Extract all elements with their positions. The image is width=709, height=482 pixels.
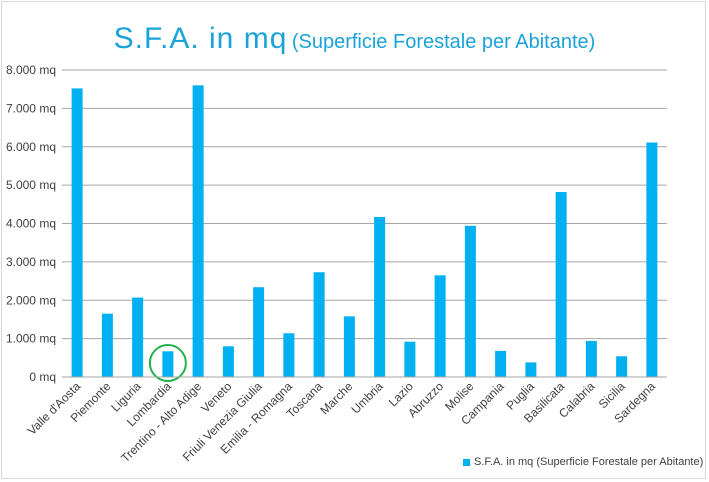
bar <box>404 341 416 377</box>
y-tick-label: 2.000 mq <box>6 293 56 307</box>
bar <box>283 333 295 377</box>
bar <box>464 225 476 377</box>
bar <box>646 142 658 377</box>
chart-subtitle: (Superficie Forestale per Abitante) <box>291 31 596 53</box>
legend-label: S.F.A. in mq (Superficie Forestale per A… <box>474 456 704 468</box>
bar <box>162 351 174 377</box>
y-tick-label: 4.000 mq <box>6 217 56 231</box>
bar <box>585 340 597 377</box>
x-tick-label: Umbria <box>349 379 386 416</box>
bar <box>101 313 113 377</box>
bar <box>222 346 234 377</box>
y-tick-label: 6.000 mq <box>6 140 56 154</box>
y-tick-label: 5.000 mq <box>6 178 56 192</box>
chart-title: S.F.A. in mq (Superficie Forestale per A… <box>0 22 709 56</box>
legend-swatch <box>463 458 470 466</box>
x-tick-label: Marche <box>317 379 355 417</box>
bar <box>616 356 628 377</box>
bar <box>132 297 144 377</box>
bar <box>253 287 265 377</box>
legend: S.F.A. in mq (Superficie Forestale per A… <box>463 456 703 468</box>
y-tick-label: 7.000 mq <box>6 101 56 115</box>
bar <box>374 216 386 377</box>
bar <box>434 275 446 377</box>
bar <box>495 350 507 377</box>
bar <box>313 272 325 377</box>
chart-title-main: S.F.A. in mq <box>113 22 288 55</box>
bar <box>192 85 204 377</box>
y-tick-label: 1.000 mq <box>6 332 56 346</box>
y-tick-label: 0 mq <box>29 370 56 384</box>
bar <box>555 192 567 377</box>
bar <box>343 316 355 377</box>
y-tick-label: 3.000 mq <box>6 255 56 269</box>
highlight-circle <box>148 344 187 382</box>
y-tick-label: 8.000 mq <box>6 63 56 77</box>
bar <box>71 88 83 378</box>
bar <box>525 362 537 377</box>
